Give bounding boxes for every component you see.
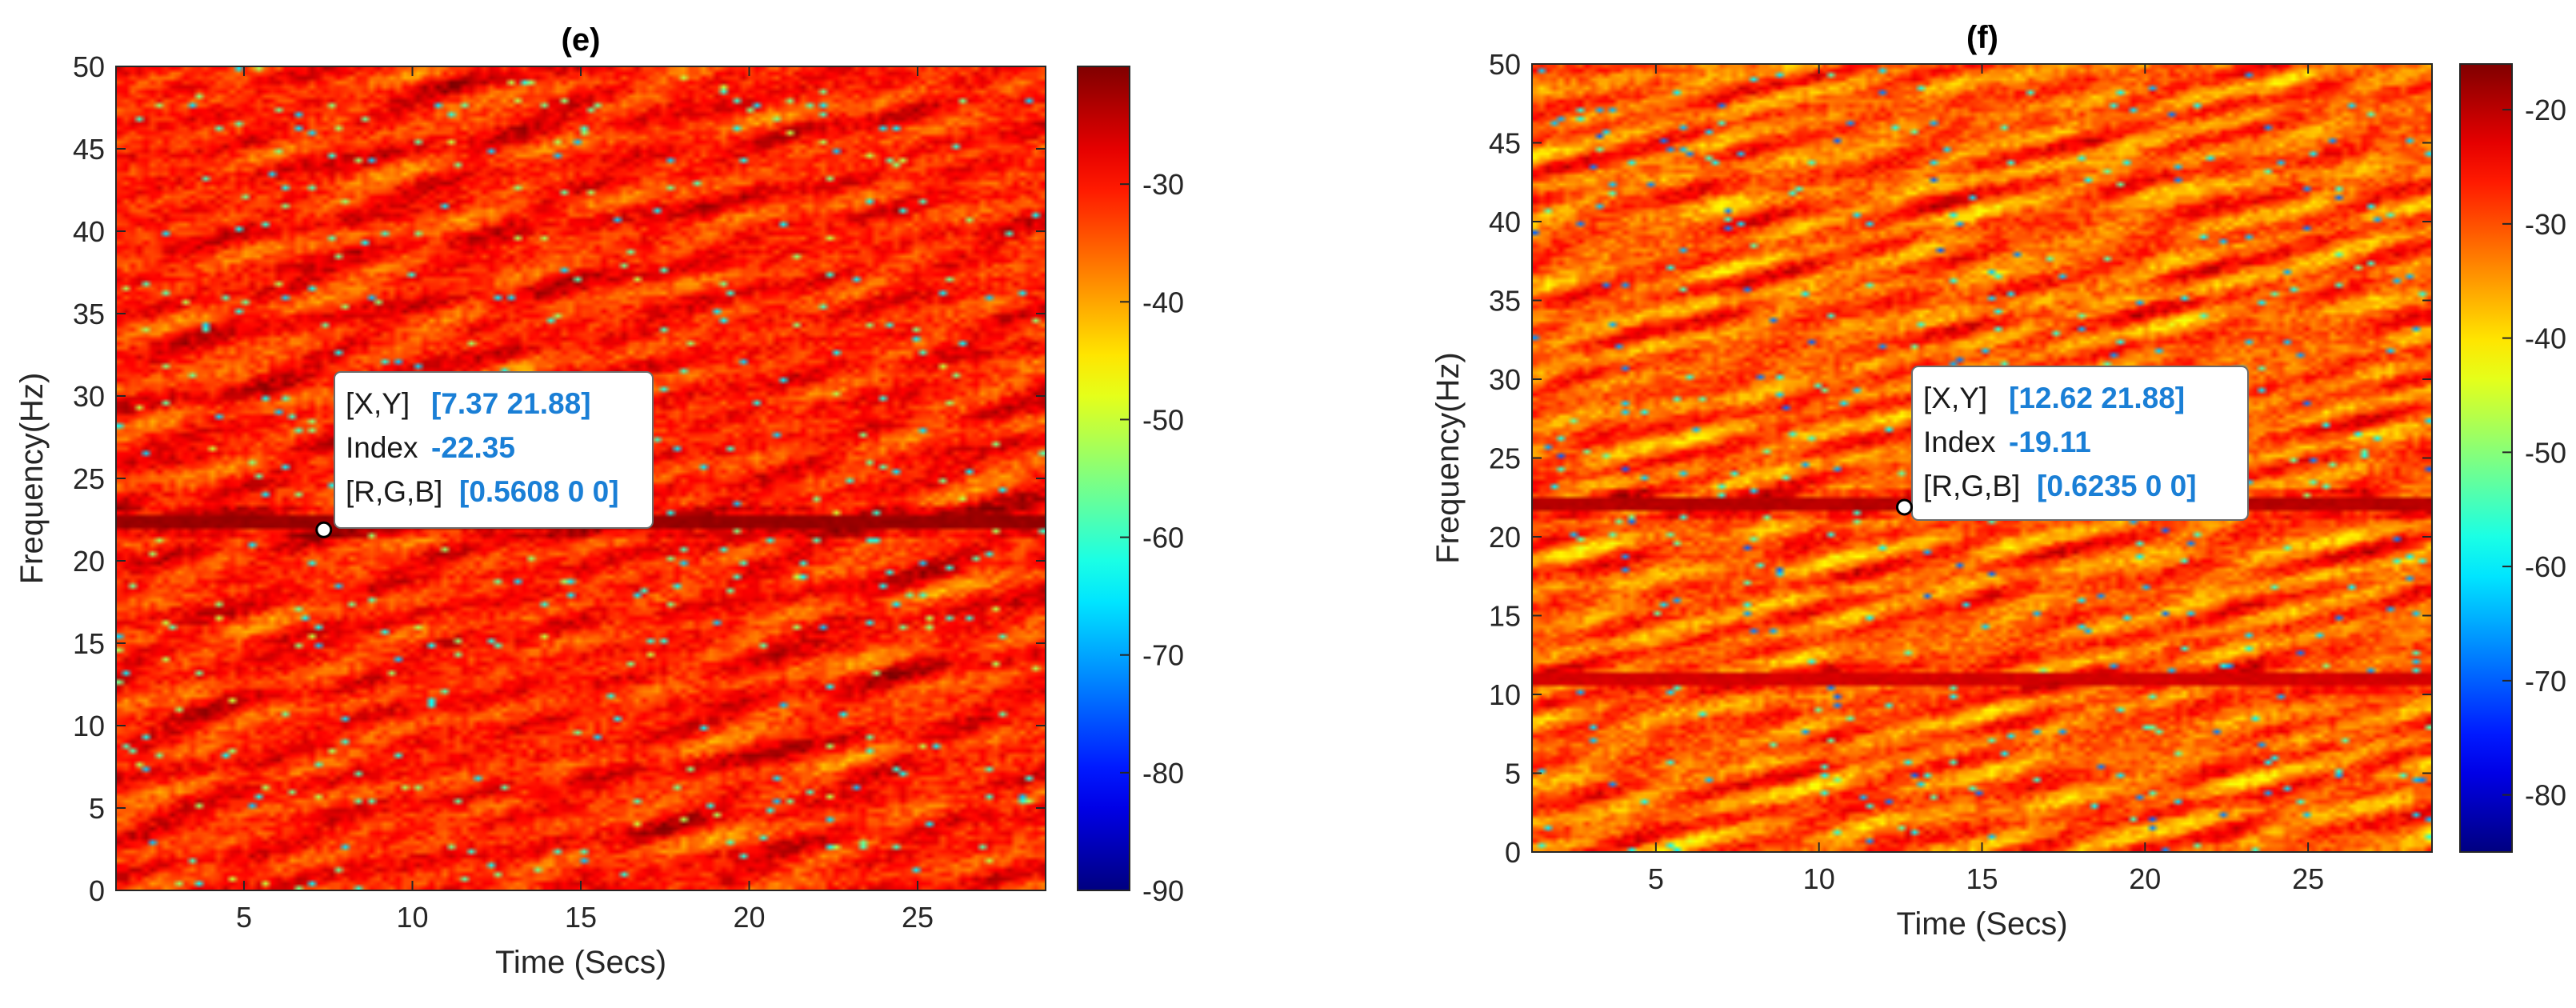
colorbar-tick-label: -80: [1142, 757, 1184, 790]
panel-title: (f): [1966, 20, 1998, 55]
datatip-box[interactable]: [1911, 366, 2249, 521]
x-tick-label: 5: [236, 901, 252, 934]
y-tick-label: 25: [73, 462, 105, 495]
colorbar-tick-label: -70: [1142, 639, 1184, 672]
y-tick-label: 40: [73, 215, 105, 248]
datatip-marker[interactable]: [315, 521, 333, 538]
datatip-key: [X,Y]: [1923, 382, 1987, 414]
datatip-key: [R,G,B]: [1923, 470, 2020, 502]
x-axis-label: Time (Secs): [495, 945, 666, 980]
datatip-key: Index: [346, 431, 418, 464]
y-tick-label: 50: [1489, 48, 1521, 81]
panel-e: 5 10 15 20 25 0 5 10 15 20 25 30 35 40 45 50 Time (Secs)…: [14, 22, 1184, 980]
datatip-value: [7.37 21.88]: [431, 387, 591, 420]
colorbar-tick-label: -50: [2525, 436, 2566, 469]
colorbar-tick-label: -80: [2525, 779, 2566, 812]
panel-f: 5 10 15 20 25 0 5 10 15 20 25 30 35 40 45 50 Time (Secs)…: [1430, 20, 2566, 942]
y-tick-label: 45: [73, 133, 105, 166]
x-tick-label: 10: [396, 901, 428, 934]
colorbar-tick-label: -30: [1142, 168, 1184, 201]
x-tick-label: 20: [733, 901, 765, 934]
y-tick-label: 15: [73, 627, 105, 660]
y-tick-label: 35: [73, 298, 105, 330]
y-tick-label: 20: [1489, 521, 1521, 554]
y-tick-label: 0: [89, 874, 105, 907]
y-tick-label: 30: [73, 380, 105, 413]
colorbar-tick-label: -40: [2525, 322, 2566, 355]
y-axis-label: Frequency(Hz): [14, 373, 50, 585]
datatip-value: [12.62 21.88]: [2009, 382, 2185, 414]
x-axis-label: Time (Secs): [1896, 906, 2067, 942]
colorbar-tick-label: -70: [2525, 665, 2566, 698]
colorbar: [2459, 63, 2513, 853]
x-tick-label: 25: [2292, 862, 2324, 895]
y-tick-label: 10: [73, 710, 105, 742]
colorbar-tick-label: -40: [1142, 286, 1184, 318]
y-tick-label: 25: [1489, 442, 1521, 475]
panel-title: (e): [562, 22, 601, 58]
y-tick-label: 0: [1505, 836, 1521, 869]
datatip-key: [X,Y]: [346, 387, 410, 420]
datatip-marker[interactable]: [1895, 498, 1913, 516]
datatip-value: -22.35: [431, 431, 515, 464]
x-tick-label: 10: [1803, 862, 1835, 895]
y-tick-label: 10: [1489, 678, 1521, 711]
colorbar-tick-label: -50: [1142, 403, 1184, 436]
datatip-box[interactable]: [334, 371, 654, 529]
datatip-value: [0.5608 0 0]: [459, 475, 619, 508]
colorbar: [1077, 66, 1130, 891]
y-tick-label: 40: [1489, 206, 1521, 238]
datatip-key: Index: [1923, 426, 1996, 458]
x-tick-label: 5: [1648, 862, 1664, 895]
colorbar-tick-label: -60: [2525, 550, 2566, 583]
colorbar-tick-label: -60: [1142, 522, 1184, 554]
datatip-value: [0.6235 0 0]: [2037, 470, 2197, 502]
x-tick-label: 25: [902, 901, 934, 934]
y-axis-label: Frequency(Hz): [1430, 352, 1466, 564]
colorbar-tick-label: -90: [1142, 874, 1184, 907]
datatip-value: -19.11: [2009, 426, 2091, 458]
x-tick-label: 20: [2129, 862, 2161, 895]
y-tick-label: 5: [89, 792, 105, 825]
y-tick-label: 15: [1489, 600, 1521, 633]
x-tick-label: 15: [1966, 862, 1998, 895]
y-tick-label: 50: [73, 50, 105, 83]
colorbar-tick-label: -20: [2525, 94, 2566, 126]
y-tick-label: 45: [1489, 127, 1521, 160]
colorbar-tick-label: -30: [2525, 208, 2566, 241]
y-tick-label: 30: [1489, 363, 1521, 396]
y-tick-label: 5: [1505, 758, 1521, 790]
y-tick-label: 35: [1489, 285, 1521, 318]
datatip-key: [R,G,B]: [346, 475, 442, 508]
x-tick-label: 15: [565, 901, 597, 934]
y-tick-label: 20: [73, 545, 105, 578]
